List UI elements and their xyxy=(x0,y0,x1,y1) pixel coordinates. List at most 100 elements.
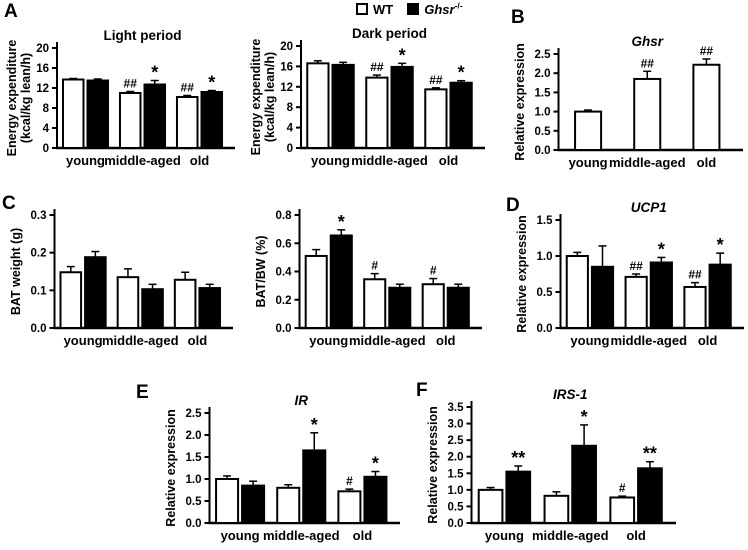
svg-text:8: 8 xyxy=(287,102,294,114)
bar xyxy=(84,256,107,329)
significance-marker: * xyxy=(372,454,379,474)
svg-text:0.5: 0.5 xyxy=(448,501,465,513)
bar xyxy=(118,92,142,149)
bar xyxy=(276,486,301,525)
svg-text:0.0: 0.0 xyxy=(448,518,464,530)
bar xyxy=(306,62,330,150)
bar xyxy=(329,234,353,330)
svg-text:1.5: 1.5 xyxy=(537,215,554,227)
svg-text:1.5: 1.5 xyxy=(186,452,203,464)
svg-text:young: young xyxy=(221,528,260,543)
svg-text:middle-aged: middle-aged xyxy=(102,333,179,348)
svg-text:0: 0 xyxy=(43,143,49,155)
bar xyxy=(692,63,721,152)
svg-text:0.6: 0.6 xyxy=(276,238,292,250)
panel-label-b: B xyxy=(511,7,525,28)
svg-text:middle-aged: middle-aged xyxy=(104,153,181,168)
bar xyxy=(624,275,648,329)
svg-text:Energy expenditure: Energy expenditure xyxy=(5,40,19,157)
svg-text:1.0: 1.0 xyxy=(535,107,551,119)
significance-marker: ## xyxy=(429,73,443,87)
chart-svg: 0 4 8 12 16 20 Light period Energy expenditure(… xyxy=(5,28,235,168)
svg-text:4: 4 xyxy=(43,123,50,135)
svg-text:0.2: 0.2 xyxy=(276,295,292,307)
svg-text:2.5: 2.5 xyxy=(448,435,465,447)
wt-open-square-icon xyxy=(356,3,368,15)
svg-text:old: old xyxy=(190,153,210,168)
bar xyxy=(143,83,167,149)
svg-text:0: 0 xyxy=(287,143,293,155)
svg-text:2.0: 2.0 xyxy=(535,68,551,80)
bar xyxy=(241,484,266,524)
svg-text:12: 12 xyxy=(280,82,293,94)
bar xyxy=(302,449,327,524)
chart-ghsr-relative-expression: 0.0 0.5 1.0 1.5 2.0 2.5 Ghsr Relative expressio… xyxy=(512,34,744,172)
significance-marker: ** xyxy=(643,444,657,464)
panel-label-f: F xyxy=(416,380,428,401)
bar xyxy=(609,496,636,525)
bar xyxy=(363,475,388,525)
chart-bat-weight: 0.0 0.1 0.2 0.3 BAT weight (g) young middle-ag… xyxy=(8,203,234,350)
chart-svg: 0.0 0.2 0.4 0.6 0.8 BAT/BW (%) young * middle-ag… xyxy=(254,209,482,348)
svg-text:middle-aged: middle-aged xyxy=(349,333,426,348)
svg-text:0.4: 0.4 xyxy=(276,267,293,279)
svg-text:old: old xyxy=(436,333,456,348)
legend-item-wt: WT xyxy=(356,2,393,17)
svg-text:middle-aged: middle-aged xyxy=(609,155,686,170)
svg-text:0.5: 0.5 xyxy=(535,126,552,138)
bar xyxy=(59,271,83,329)
svg-text:young: young xyxy=(569,155,608,170)
significance-marker: # xyxy=(346,474,353,488)
svg-text:2.5: 2.5 xyxy=(186,408,203,420)
svg-text:(kcal/kg lean/h): (kcal/kg lean/h) xyxy=(263,52,277,142)
significance-marker: * xyxy=(151,63,158,83)
svg-text:young: young xyxy=(311,153,350,168)
significance-marker: * xyxy=(311,415,318,435)
significance-marker: ## xyxy=(370,60,384,74)
svg-text:12: 12 xyxy=(36,83,49,95)
significance-marker: # xyxy=(619,481,626,495)
significance-marker: ## xyxy=(124,77,138,91)
svg-text:0.5: 0.5 xyxy=(537,287,554,299)
svg-text:16: 16 xyxy=(280,61,293,73)
chart-svg: 0.0 0.5 1.0 1.5 UCP1 Relative expression young… xyxy=(515,200,744,348)
legend-item-ghsr-ko: Ghsr-/- xyxy=(407,0,463,17)
svg-text:1.5: 1.5 xyxy=(535,87,552,99)
svg-text:(kcal/kg lean/h): (kcal/kg lean/h) xyxy=(19,53,33,143)
bar xyxy=(424,88,448,149)
svg-text:BAT weight (g): BAT weight (g) xyxy=(9,228,23,315)
bar xyxy=(116,276,140,329)
bar xyxy=(708,263,732,329)
bar xyxy=(565,255,589,329)
bar xyxy=(388,286,412,329)
bar xyxy=(446,286,470,329)
svg-text:old: old xyxy=(188,333,208,348)
svg-text:2.0: 2.0 xyxy=(186,430,202,442)
significance-marker: * xyxy=(399,45,406,65)
bar xyxy=(365,76,389,149)
significance-marker: ## xyxy=(629,259,643,273)
bar xyxy=(337,490,362,524)
significance-marker: # xyxy=(371,259,378,273)
bar xyxy=(331,63,355,149)
bar xyxy=(571,444,597,524)
significance-marker: ## xyxy=(688,268,702,282)
svg-text:IR: IR xyxy=(295,393,309,408)
ghsr-ko-filled-square-icon xyxy=(407,3,420,15)
bar xyxy=(421,283,445,329)
chart-svg: 0.0 0.5 1.0 1.5 2.0 2.5 3.0 3.5 IRS-1 Relative ex… xyxy=(426,387,676,543)
svg-text:3.0: 3.0 xyxy=(448,419,464,431)
svg-text:0.0: 0.0 xyxy=(537,323,553,335)
legend-label-ghsr-ko: Ghsr-/- xyxy=(424,0,463,17)
chart-svg: 0 4 8 12 16 20 Dark period Energy expenditure (k… xyxy=(249,26,485,168)
bar xyxy=(173,278,197,329)
chart-svg: 0.0 0.5 1.0 1.5 2.0 2.5 Ghsr Relative expressio… xyxy=(513,34,743,170)
bar xyxy=(633,77,662,151)
bar xyxy=(141,288,164,329)
panel-label-d: D xyxy=(506,195,520,216)
bar xyxy=(449,81,473,149)
chart-ucp1-relative-expression: 0.0 0.5 1.0 1.5 UCP1 Relative expression young… xyxy=(514,200,745,350)
svg-text:2.0: 2.0 xyxy=(448,452,464,464)
svg-text:Relative expression: Relative expression xyxy=(164,409,178,526)
svg-text:0.0: 0.0 xyxy=(31,323,47,335)
